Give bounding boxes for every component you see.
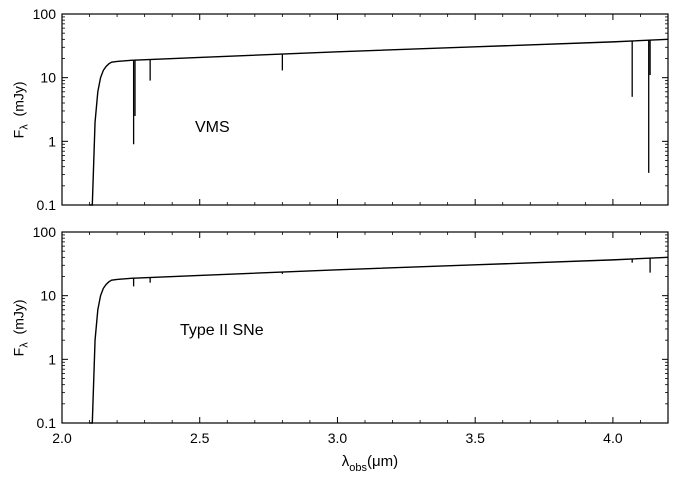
x-axis-unit: (μm) xyxy=(367,453,398,470)
x-tick-label: 2.0 xyxy=(52,430,72,446)
y-tick-label: 1 xyxy=(48,351,56,367)
y-axis-symbol: F xyxy=(10,347,27,357)
panel-label: Type II SNe xyxy=(180,322,264,339)
y-tick-label: 0.1 xyxy=(37,197,57,213)
y-tick-label: 100 xyxy=(33,224,57,240)
y-axis-symbol: F xyxy=(10,129,27,139)
panel-label: VMS xyxy=(195,119,230,136)
spectrum-line xyxy=(89,256,669,424)
y-tick-label: 10 xyxy=(40,70,56,86)
panel-vms: 0.1 1 10 100 VMS xyxy=(33,6,669,213)
spectrum-line xyxy=(89,38,669,206)
y-tick-label: 100 xyxy=(33,6,57,22)
y-tick-label: 0.1 xyxy=(37,415,57,431)
y-axis-subscript: λ xyxy=(17,342,30,348)
x-tick-label: 3.5 xyxy=(465,430,485,446)
y-tick-label: 1 xyxy=(48,133,56,149)
y-axis-label-top: Fλ (mJy) xyxy=(10,81,30,138)
x-tick-label: 4.0 xyxy=(603,430,623,446)
x-axis-subscript: obs xyxy=(349,462,367,474)
x-tick-label: 2.5 xyxy=(190,430,210,446)
x-axis-symbol: λ xyxy=(342,453,350,470)
panel-type-ii-sne: 0.1 1 10 100 2.0 2.5 3.0 3.5 4.0 Type II SNe λobs(… xyxy=(33,224,669,474)
y-axis-label-bottom: Fλ (mJy) xyxy=(10,299,30,356)
x-axis-label: λobs(μm) xyxy=(342,453,398,474)
y-axis-subscript: λ xyxy=(17,124,30,130)
x-tick-label: 3.0 xyxy=(328,430,348,446)
y-tick-label: 10 xyxy=(40,288,56,304)
y-axis-unit: (mJy) xyxy=(10,81,27,125)
y-axis-unit: (mJy) xyxy=(10,299,27,343)
